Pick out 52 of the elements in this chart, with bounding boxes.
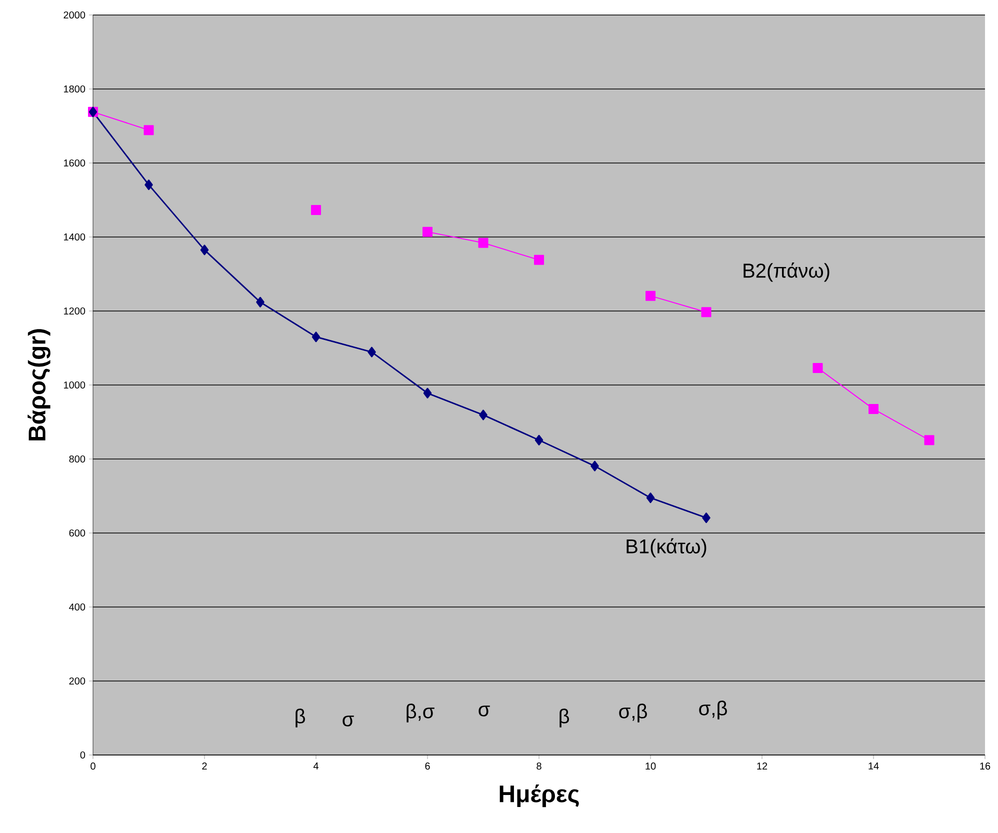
y-axis-title: Βάρος(gr) bbox=[28, 329, 50, 440]
y-tick-label: 2000 bbox=[64, 11, 86, 19]
annotation: σ bbox=[342, 716, 354, 726]
y-tick-label: 1000 bbox=[64, 381, 86, 389]
y-tick-label: 1800 bbox=[64, 85, 86, 93]
y-tick-label: 1400 bbox=[64, 233, 86, 241]
point bbox=[422, 226, 433, 237]
annotation: β bbox=[560, 708, 569, 728]
point bbox=[144, 180, 153, 190]
x-tick-label: 6 bbox=[425, 762, 430, 770]
point bbox=[368, 346, 376, 358]
point bbox=[534, 254, 544, 265]
point bbox=[924, 435, 934, 446]
x-tick-label: 10 bbox=[646, 762, 656, 770]
point bbox=[702, 512, 710, 524]
point bbox=[478, 238, 488, 248]
annotation: σ,β bbox=[619, 704, 647, 722]
point bbox=[868, 404, 879, 414]
y-tick-label: 0 bbox=[80, 751, 86, 759]
point bbox=[311, 204, 322, 215]
point bbox=[479, 410, 488, 420]
x-tick-label: 12 bbox=[757, 762, 768, 770]
point bbox=[534, 434, 544, 446]
annotation: σ,β bbox=[699, 700, 727, 720]
x-tick-label: 16 bbox=[980, 762, 990, 770]
x-tick-label: 8 bbox=[536, 762, 542, 770]
y-tick-label: 800 bbox=[69, 455, 86, 463]
point bbox=[590, 460, 599, 472]
series-label: B1(κάτω) bbox=[626, 538, 706, 558]
annotation: β bbox=[296, 708, 305, 728]
y-tick-label: 1200 bbox=[64, 307, 86, 315]
x-tick-label: 0 bbox=[90, 762, 96, 770]
y-tick-label: 400 bbox=[69, 603, 86, 611]
point bbox=[312, 332, 320, 342]
x-tick-label: 14 bbox=[868, 762, 879, 770]
x-tick-label: 2 bbox=[202, 762, 207, 770]
point bbox=[423, 388, 432, 398]
annotation: β,σ bbox=[406, 704, 434, 722]
text: B2(πάνω) bbox=[744, 262, 830, 282]
y-tick-label: 600 bbox=[69, 529, 86, 537]
point bbox=[646, 492, 655, 504]
x-tick-label: 4 bbox=[313, 762, 318, 770]
point bbox=[812, 362, 823, 373]
y-tick-label: 200 bbox=[69, 677, 86, 685]
point bbox=[646, 290, 656, 301]
point bbox=[256, 296, 264, 308]
point bbox=[200, 244, 209, 256]
point bbox=[701, 307, 712, 318]
y-tick-label: 1600 bbox=[64, 159, 86, 167]
point bbox=[144, 125, 154, 136]
x-axis-title: Ημέρες bbox=[500, 784, 579, 808]
annotation: σ bbox=[478, 706, 490, 716]
